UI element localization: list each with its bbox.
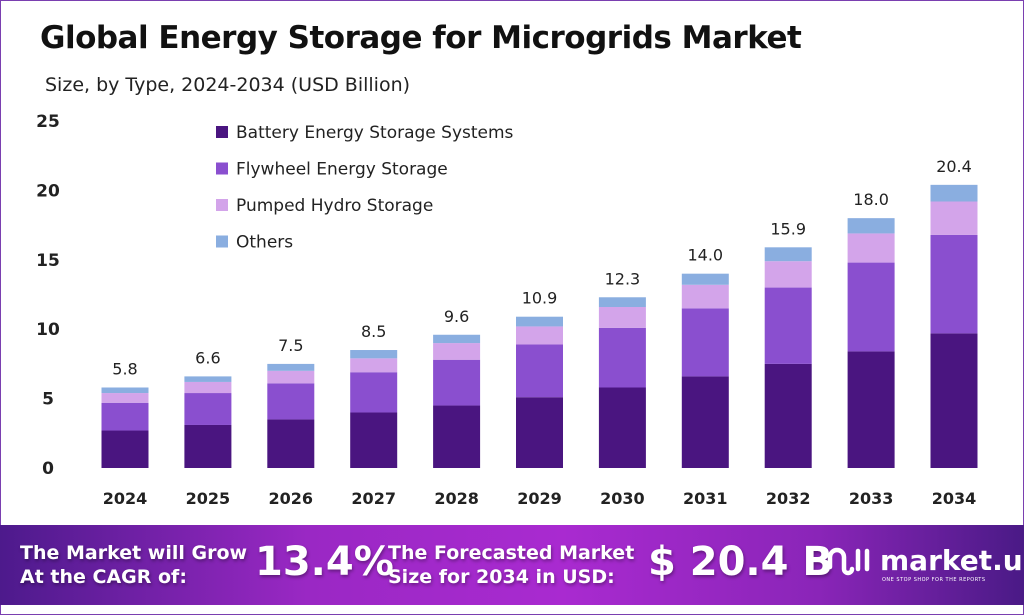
legend-label: Flywheel Energy Storage <box>236 160 448 180</box>
bar-segment-others <box>930 184 978 202</box>
y-tick-label: 0 <box>42 459 54 479</box>
y-tick-label: 15 <box>36 251 60 271</box>
bar-segment-others <box>433 334 481 344</box>
x-tick-label: 2025 <box>186 489 231 508</box>
x-tick-label: 2028 <box>434 489 479 508</box>
bar-segment-others <box>598 297 646 307</box>
bar-segment-battery-energy-storage-systems <box>184 424 232 468</box>
bar-segment-pumped-hydro-storage <box>930 201 978 235</box>
legend-label: Battery Energy Storage Systems <box>236 123 514 143</box>
bar-segment-pumped-hydro-storage <box>350 358 398 373</box>
bar-segment-battery-energy-storage-systems <box>847 351 895 468</box>
bar-segment-battery-energy-storage-systems <box>350 412 398 468</box>
chart-title: Global Energy Storage for Microgrids Mar… <box>40 20 802 56</box>
cagr-label-line1: The Market will Grow <box>20 542 248 564</box>
bar-segment-pumped-hydro-storage <box>433 343 481 360</box>
bar-segment-pumped-hydro-storage <box>681 284 729 309</box>
bar-segment-others <box>350 350 398 359</box>
bar-segment-flywheel-energy-storage <box>267 383 315 420</box>
bar-segment-battery-energy-storage-systems <box>516 397 563 468</box>
bar-segment-pumped-hydro-storage <box>516 326 563 345</box>
legend-swatch <box>216 235 228 248</box>
x-tick-label: 2033 <box>849 489 894 508</box>
bar-segment-flywheel-energy-storage <box>350 372 398 413</box>
y-tick-label: 25 <box>36 112 60 132</box>
forecast-value: $ 20.4 B <box>648 539 833 585</box>
y-tick-label: 5 <box>42 390 54 410</box>
bar-segment-others <box>681 273 729 285</box>
bar-segment-pumped-hydro-storage <box>598 306 646 328</box>
bar-segment-pumped-hydro-storage <box>184 381 232 394</box>
brand-logo: market.us ONE STOP SHOP FOR THE REPORTS <box>826 543 1024 583</box>
legend-swatch <box>216 126 228 138</box>
bar-segment-others <box>184 376 232 382</box>
bar-segment-battery-energy-storage-systems <box>764 363 812 468</box>
forecast-label-line2: Size for 2034 in USD: <box>388 566 615 588</box>
total-label: 18.0 <box>853 190 889 209</box>
bar-segment-pumped-hydro-storage <box>764 261 812 288</box>
x-tick-label: 2027 <box>351 489 396 508</box>
forecast-label-line1: The Forecasted Market <box>388 542 635 564</box>
bar-segment-flywheel-energy-storage <box>930 234 978 334</box>
bar-segment-battery-energy-storage-systems <box>930 333 978 468</box>
bar-segment-flywheel-energy-storage <box>516 344 563 398</box>
total-label: 8.5 <box>361 322 386 341</box>
bar-segment-pumped-hydro-storage <box>101 393 149 403</box>
bar-segment-others <box>847 218 895 234</box>
total-label: 20.4 <box>936 157 972 176</box>
legend-label: Pumped Hydro Storage <box>236 196 433 216</box>
total-label: 10.9 <box>522 289 558 308</box>
x-tick-label: 2030 <box>600 489 645 508</box>
bar-segment-battery-energy-storage-systems <box>433 405 481 468</box>
x-tick-label: 2034 <box>932 489 977 508</box>
bar-segment-others <box>101 387 149 394</box>
bar-segment-flywheel-energy-storage <box>184 393 232 425</box>
legend-swatch <box>216 199 228 211</box>
bar-segment-battery-energy-storage-systems <box>598 387 646 468</box>
y-tick-label: 10 <box>36 320 60 340</box>
x-tick-label: 2031 <box>683 489 728 508</box>
total-label: 14.0 <box>687 246 723 265</box>
total-label: 5.8 <box>112 359 137 378</box>
bar-segment-battery-energy-storage-systems <box>267 419 315 468</box>
bar-segment-flywheel-energy-storage <box>764 287 812 364</box>
forecast-label: The Forecasted Market Size for 2034 in U… <box>388 541 634 589</box>
bar-segment-others <box>764 247 812 262</box>
x-tick-label: 2026 <box>269 489 314 508</box>
bar-segment-flywheel-energy-storage <box>847 262 895 352</box>
bar-segment-flywheel-energy-storage <box>433 359 481 406</box>
bar-segment-battery-energy-storage-systems <box>681 376 729 468</box>
total-label: 6.6 <box>195 348 220 367</box>
total-label: 12.3 <box>605 269 641 288</box>
stacked-bar-chart: 05101520255.820246.620257.520268.520279.… <box>36 112 978 508</box>
total-label: 15.9 <box>770 219 806 238</box>
legend-swatch <box>216 162 228 175</box>
cagr-value: 13.4% <box>255 539 394 585</box>
market-us-logo-icon <box>827 547 870 576</box>
y-tick-label: 20 <box>36 181 60 201</box>
cagr-label-line2: At the CAGR of: <box>20 566 187 588</box>
bar-segment-others <box>267 363 315 371</box>
bar-segment-pumped-hydro-storage <box>267 370 315 384</box>
bar-segment-flywheel-energy-storage <box>598 327 646 388</box>
legend-label: Others <box>236 233 293 253</box>
brand-name: market.us <box>880 543 1024 577</box>
bar-segment-battery-energy-storage-systems <box>101 430 149 468</box>
x-tick-label: 2024 <box>103 489 148 508</box>
brand-tagline: ONE STOP SHOP FOR THE REPORTS <box>882 577 986 583</box>
footer-banner: The Market will Grow At the CAGR of: 13.… <box>0 525 1024 605</box>
bar-segment-flywheel-energy-storage <box>101 402 149 431</box>
x-tick-label: 2029 <box>517 489 562 508</box>
cagr-label: The Market will Grow At the CAGR of: <box>20 541 247 589</box>
chart-subtitle: Size, by Type, 2024-2034 (USD Billion) <box>45 74 411 96</box>
total-label: 7.5 <box>278 336 303 355</box>
bar-segment-others <box>516 316 563 327</box>
total-label: 9.6 <box>444 307 469 326</box>
bar-segment-flywheel-energy-storage <box>681 308 729 377</box>
bar-segment-pumped-hydro-storage <box>847 233 895 263</box>
x-tick-label: 2032 <box>766 489 811 508</box>
